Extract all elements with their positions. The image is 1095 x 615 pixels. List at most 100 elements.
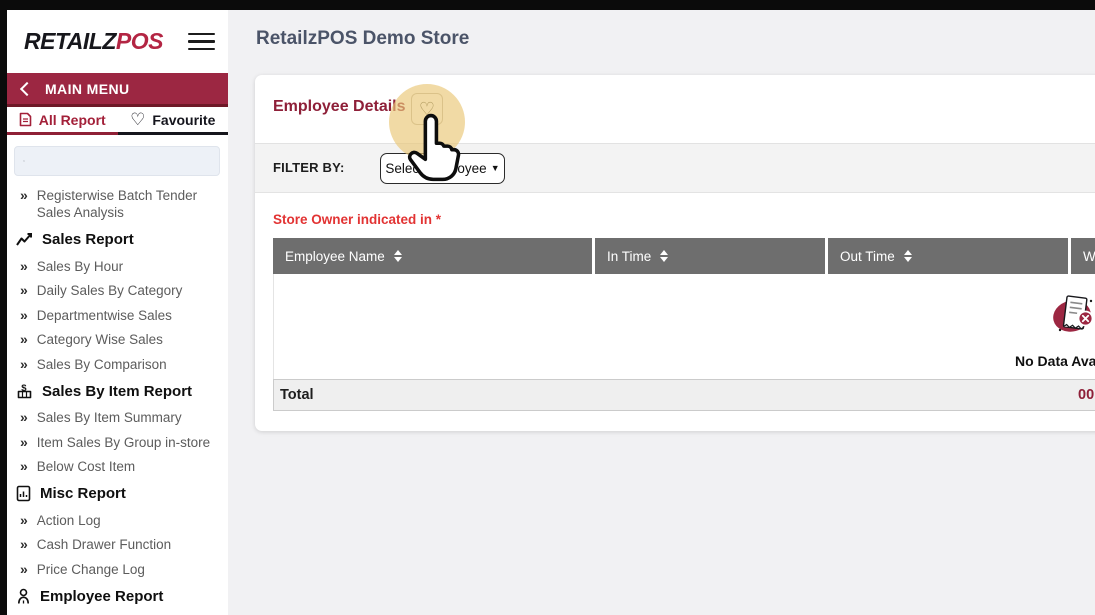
total-value: 00 [1078,387,1095,403]
hamburger-menu-icon[interactable] [188,24,215,60]
double-chevron-icon: » [20,355,28,372]
menu-item-label: Daily Sales By Category [36,283,183,298]
menu-item-cash-drawer-function[interactable]: » Cash Drawer Function [7,533,228,558]
menu-header-employee-report[interactable]: Employee Report [7,582,228,611]
report-tabs: All Report ♡ Favourite [7,107,228,135]
table-body-empty: No Data Avail [273,274,1095,379]
employee-details-card: Employee Details ♡ FILTER BY: Select Emp… [255,75,1095,431]
column-header-worked[interactable]: Wo [1071,238,1095,274]
employee-select-dropdown[interactable]: Select Employee ▼ [380,153,505,184]
menu-item-label: Item Sales By Group in-store [36,434,211,450]
tab-favourite[interactable]: ♡ Favourite [117,107,228,135]
menu-header-sales-by-item-report[interactable]: $ Sales By Item Report [7,377,228,406]
hamburger-bar [188,32,215,36]
hamburger-bar [188,40,215,43]
doc-chart-icon [16,485,31,502]
double-chevron-icon: » [20,458,28,474]
menu-item-label: Cash Drawer Function [36,537,172,552]
menu-item-label: Departmentwise Sales [36,307,172,323]
main-menu-label: MAIN MENU [45,80,130,97]
sidebar: RETAILZPOS MAIN MENU All Report ♡ Favour… [7,10,228,615]
double-chevron-icon: » [20,331,28,347]
chart-line-icon [16,232,33,247]
window-left-edge [0,0,7,615]
menu-item-below-cost-item[interactable]: » Below Cost Item [7,455,228,480]
menu-item-sales-by-hour[interactable]: » Sales By Hour [7,254,228,279]
total-label: Total [280,387,314,403]
search-input[interactable] [31,152,211,170]
menu-item-label: Category Wise Sales [36,332,163,347]
caret-down-icon: ▼ [490,163,500,173]
store-owner-note: Store Owner indicated in * [273,212,442,227]
svg-text:$: $ [21,383,27,394]
document-icon [19,112,32,127]
menu-item-daily-sales-by-category[interactable]: » Daily Sales By Category [7,279,228,304]
menu-item-sales-by-item-summary[interactable]: » Sales By Item Summary [7,406,228,431]
column-label: Wo [1083,248,1095,264]
chevron-left-icon [19,81,35,97]
menu-item-departmentwise-sales[interactable]: » Departmentwise Sales [7,303,228,328]
double-chevron-icon: » [20,433,28,450]
tab-label: All Report [38,111,106,128]
double-chevron-icon: » [20,536,28,552]
logo-row: RETAILZPOS [7,10,228,73]
double-chevron-icon: » [20,257,28,274]
menu-header-sales-report[interactable]: Sales Report [7,225,228,254]
heart-icon: ♡ [418,98,436,119]
menu-item-label: Sales By Comparison [36,356,167,372]
heart-icon: ♡ [130,110,146,129]
menu-item-price-change-log[interactable]: » Price Change Log [7,557,228,582]
search-icon [23,160,25,162]
no-data-receipt-icon [1053,295,1094,332]
menu-header-label: Misc Report [40,485,126,502]
logo-secondary: POS [115,28,164,54]
tab-all-report[interactable]: All Report [7,107,118,135]
column-label: Employee Name [285,248,385,264]
favourite-toggle-button[interactable]: ♡ [411,93,443,125]
tab-label: Favourite [152,111,216,128]
menu-header-label: Employee Report [40,587,164,605]
menu-header-misc-report[interactable]: Misc Report [7,479,228,508]
column-header-out-time[interactable]: Out Time [828,238,1071,274]
report-menu: » Registerwise Batch Tender Sales Analysi… [7,181,228,615]
double-chevron-icon: » [20,560,28,577]
dollar-box-icon: $ [16,383,33,400]
column-label: In Time [607,248,652,264]
column-label: Out Time [840,248,895,264]
section-title: Employee Details [273,98,406,115]
filter-label: FILTER BY: [273,160,345,175]
table-header-row: Employee Name In Time Out Time Wo [273,238,1095,274]
person-icon [16,588,31,605]
sort-icon [660,250,669,262]
double-chevron-icon: » [20,511,28,528]
menu-item-registerwise-batch-tender[interactable]: » Registerwise Batch Tender Sales Analysi… [7,183,228,225]
employee-table: Employee Name In Time Out Time Wo [273,238,1095,411]
menu-item-sales-by-comparison[interactable]: » Sales By Comparison [7,352,228,377]
search-box[interactable] [14,146,220,176]
double-chevron-icon: » [20,282,28,298]
menu-item-item-sales-by-group[interactable]: » Item Sales By Group in-store [7,430,228,455]
no-data-text: No Data Avail [1015,353,1095,369]
menu-header-label: Sales By Item Report [42,382,193,400]
menu-item-label: Sales By Hour [36,258,124,274]
brand-logo: RETAILZPOS [24,28,163,55]
search-wrap [7,135,228,181]
double-chevron-icon: » [20,409,28,425]
double-chevron-icon: » [20,186,28,203]
table-total-row: Total 00 [273,379,1095,411]
menu-item-label: Registerwise Batch Tender Sales Analysis [36,187,198,221]
column-header-in-time[interactable]: In Time [595,238,828,274]
menu-item-label: Below Cost Item [36,459,136,474]
dropdown-value: Select Employee [385,161,487,176]
menu-header-label: Sales Report [42,231,134,248]
hamburger-bar [188,47,215,51]
window-top-edge [0,0,1095,10]
column-header-employee-name[interactable]: Employee Name [273,238,595,274]
menu-item-label: Sales By Item Summary [36,410,182,425]
menu-item-category-wise-sales[interactable]: » Category Wise Sales [7,328,228,353]
page-title: RetailzPOS Demo Store [256,28,470,49]
sort-icon [393,250,402,262]
menu-item-action-log[interactable]: » Action Log [7,508,228,533]
main-menu-back-bar[interactable]: MAIN MENU [7,73,228,107]
logo-primary: RETAILZ [24,28,116,54]
